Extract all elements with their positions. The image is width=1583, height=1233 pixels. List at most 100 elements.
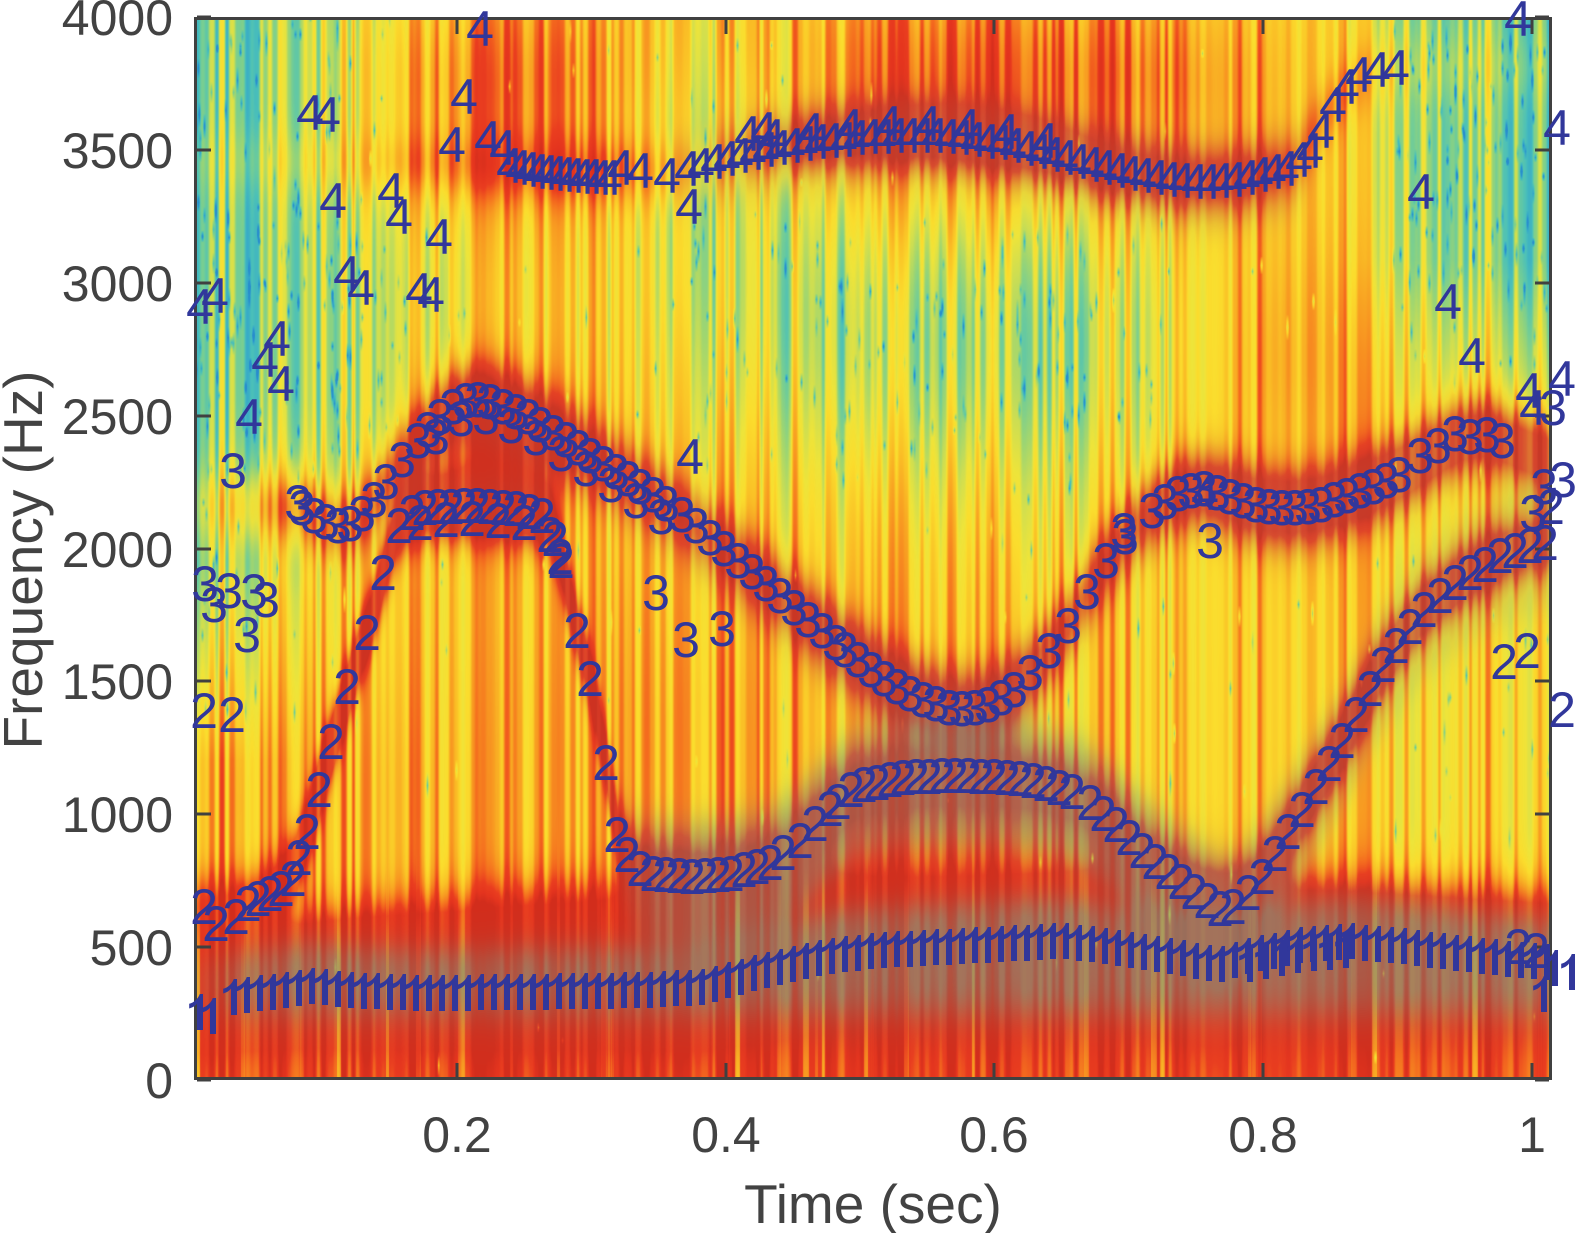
svg-text:4: 4 bbox=[559, 148, 587, 204]
svg-text:4: 4 bbox=[267, 356, 295, 412]
svg-text:0.6: 0.6 bbox=[959, 1107, 1029, 1163]
svg-text:2: 2 bbox=[293, 804, 321, 860]
svg-text:4: 4 bbox=[1285, 132, 1313, 188]
svg-text:2: 2 bbox=[563, 603, 591, 659]
svg-text:4: 4 bbox=[726, 128, 754, 184]
svg-text:2: 2 bbox=[1288, 782, 1316, 838]
svg-text:3: 3 bbox=[1530, 459, 1558, 515]
svg-text:4: 4 bbox=[1548, 351, 1576, 407]
svg-text:3: 3 bbox=[324, 498, 352, 554]
svg-text:2: 2 bbox=[592, 735, 620, 791]
svg-text:4: 4 bbox=[1012, 121, 1040, 177]
svg-text:4: 4 bbox=[251, 332, 279, 388]
svg-text:3: 3 bbox=[215, 563, 243, 619]
svg-text:3: 3 bbox=[1456, 409, 1484, 465]
svg-text:3: 3 bbox=[1320, 472, 1348, 528]
svg-text:2: 2 bbox=[515, 484, 543, 540]
svg-text:2: 2 bbox=[1154, 844, 1182, 900]
svg-text:4: 4 bbox=[934, 109, 962, 165]
svg-text:2: 2 bbox=[756, 835, 784, 891]
svg-text:2: 2 bbox=[730, 842, 758, 898]
svg-text:3: 3 bbox=[539, 405, 567, 461]
svg-text:3: 3 bbox=[452, 373, 480, 429]
svg-text:4: 4 bbox=[186, 279, 214, 335]
svg-text:4: 4 bbox=[921, 108, 949, 164]
svg-text:4: 4 bbox=[626, 143, 654, 199]
svg-text:2: 2 bbox=[222, 889, 250, 945]
svg-text:4: 4 bbox=[607, 140, 635, 196]
svg-text:2: 2 bbox=[190, 683, 218, 739]
svg-text:2: 2 bbox=[1396, 599, 1424, 655]
svg-text:2: 2 bbox=[1102, 797, 1130, 853]
svg-text:4: 4 bbox=[1025, 124, 1053, 180]
svg-text:2: 2 bbox=[743, 839, 771, 895]
svg-text:3: 3 bbox=[922, 676, 950, 732]
svg-text:4: 4 bbox=[313, 87, 341, 143]
svg-text:3: 3 bbox=[710, 521, 738, 577]
svg-text:2: 2 bbox=[1328, 713, 1356, 769]
svg-text:4: 4 bbox=[1077, 137, 1105, 193]
svg-text:4: 4 bbox=[541, 146, 569, 202]
svg-text:3: 3 bbox=[1549, 452, 1577, 508]
svg-text:3: 3 bbox=[602, 444, 630, 500]
svg-text:2: 2 bbox=[202, 896, 230, 952]
svg-text:4: 4 bbox=[296, 85, 324, 141]
svg-text:2: 2 bbox=[837, 762, 865, 818]
svg-text:3000: 3000 bbox=[62, 256, 173, 312]
svg-text:4: 4 bbox=[1064, 134, 1092, 190]
svg-text:3: 3 bbox=[794, 592, 822, 648]
svg-text:2: 2 bbox=[801, 796, 829, 852]
svg-text:4: 4 bbox=[817, 113, 845, 169]
svg-text:4: 4 bbox=[385, 189, 413, 245]
svg-text:2: 2 bbox=[484, 493, 512, 549]
svg-text:3: 3 bbox=[1196, 513, 1224, 569]
svg-text:4: 4 bbox=[752, 122, 780, 178]
svg-text:2: 2 bbox=[424, 479, 452, 535]
svg-text:3: 3 bbox=[857, 642, 885, 698]
svg-text:3: 3 bbox=[987, 670, 1015, 726]
svg-text:2: 2 bbox=[353, 605, 381, 661]
svg-text:3: 3 bbox=[668, 487, 696, 543]
svg-text:2: 2 bbox=[665, 848, 693, 904]
svg-text:4: 4 bbox=[1519, 380, 1547, 436]
svg-text:4: 4 bbox=[1194, 154, 1222, 210]
svg-text:2: 2 bbox=[639, 846, 667, 902]
svg-text:4: 4 bbox=[532, 145, 560, 201]
svg-text:2: 2 bbox=[450, 478, 478, 534]
svg-text:2: 2 bbox=[1076, 775, 1104, 831]
svg-text:4: 4 bbox=[1142, 150, 1170, 206]
svg-text:4: 4 bbox=[263, 311, 291, 367]
svg-text:4: 4 bbox=[1168, 153, 1196, 209]
svg-text:4: 4 bbox=[474, 111, 502, 167]
svg-text:3: 3 bbox=[682, 498, 710, 554]
svg-text:3: 3 bbox=[639, 467, 667, 523]
svg-text:2: 2 bbox=[928, 748, 956, 804]
svg-text:3: 3 bbox=[672, 612, 700, 668]
svg-text:3: 3 bbox=[724, 533, 752, 589]
svg-text:3: 3 bbox=[696, 510, 724, 566]
svg-text:2: 2 bbox=[967, 749, 995, 805]
svg-text:4: 4 bbox=[750, 102, 778, 158]
svg-text:4: 4 bbox=[908, 108, 936, 164]
svg-text:3: 3 bbox=[219, 443, 247, 499]
svg-text:2: 2 bbox=[1219, 879, 1247, 935]
svg-text:3: 3 bbox=[576, 428, 604, 484]
svg-text:3: 3 bbox=[1255, 479, 1283, 535]
svg-text:2: 2 bbox=[1537, 479, 1565, 535]
svg-text:Frequency (Hz): Frequency (Hz) bbox=[0, 371, 54, 750]
svg-text:3: 3 bbox=[780, 580, 808, 636]
svg-text:4: 4 bbox=[895, 108, 923, 164]
svg-text:4: 4 bbox=[496, 138, 524, 194]
svg-text:3: 3 bbox=[464, 372, 492, 428]
svg-text:2: 2 bbox=[1193, 873, 1221, 929]
svg-text:3: 3 bbox=[1092, 533, 1120, 589]
svg-text:4: 4 bbox=[1259, 144, 1287, 200]
svg-text:4: 4 bbox=[1307, 103, 1335, 159]
svg-text:2: 2 bbox=[1356, 661, 1384, 717]
svg-text:2: 2 bbox=[411, 480, 439, 536]
svg-text:4: 4 bbox=[1272, 141, 1300, 197]
svg-text:3: 3 bbox=[284, 475, 312, 531]
svg-text:3: 3 bbox=[426, 389, 454, 445]
svg-text:2: 2 bbox=[863, 755, 891, 811]
svg-text:3500: 3500 bbox=[62, 123, 173, 179]
